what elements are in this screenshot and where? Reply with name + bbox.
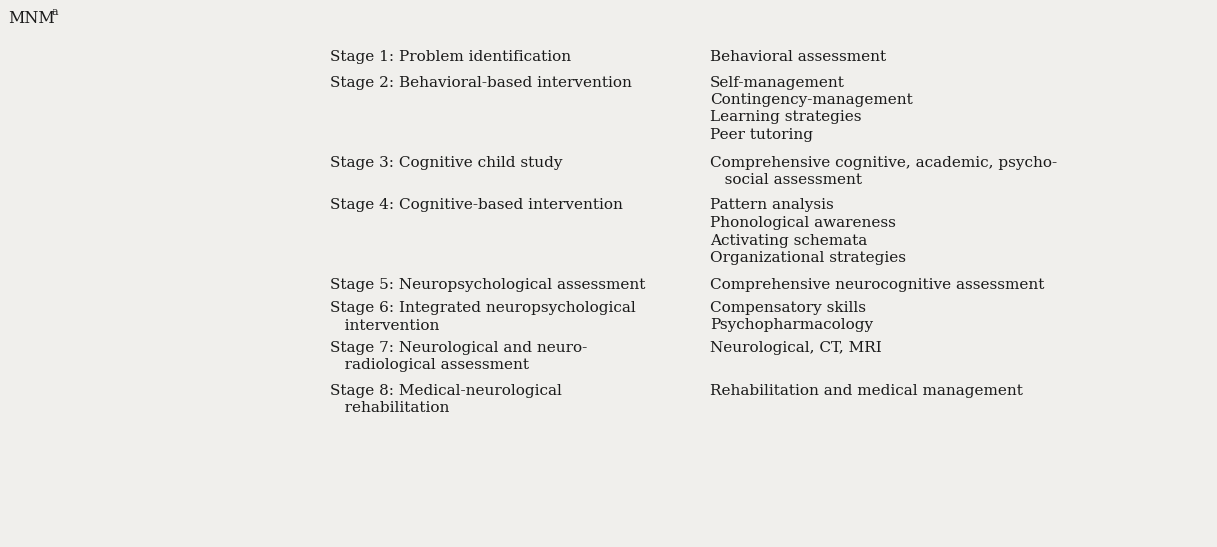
Text: Pattern analysis: Pattern analysis [710,199,834,212]
Text: Organizational strategies: Organizational strategies [710,251,905,265]
Text: intervention: intervention [330,318,439,333]
Text: social assessment: social assessment [710,173,862,187]
Text: radiological assessment: radiological assessment [330,358,529,373]
Text: Phonological awareness: Phonological awareness [710,216,896,230]
Text: Stage 3: Cognitive child study: Stage 3: Cognitive child study [330,155,562,170]
Text: Comprehensive neurocognitive assessment: Comprehensive neurocognitive assessment [710,278,1044,293]
Text: Stage 7: Neurological and neuro-: Stage 7: Neurological and neuro- [330,341,588,355]
Text: Rehabilitation and medical management: Rehabilitation and medical management [710,384,1022,398]
Text: Stage 8: Medical-neurological: Stage 8: Medical-neurological [330,384,562,398]
Text: Compensatory skills: Compensatory skills [710,301,867,315]
Text: a: a [52,7,58,17]
Text: Neurological, CT, MRI: Neurological, CT, MRI [710,341,882,355]
Text: Stage 2: Behavioral-based intervention: Stage 2: Behavioral-based intervention [330,75,632,90]
Text: rehabilitation: rehabilitation [330,401,449,416]
Text: Contingency-management: Contingency-management [710,93,913,107]
Text: Activating schemata: Activating schemata [710,234,868,247]
Text: Psychopharmacology: Psychopharmacology [710,318,873,333]
Text: MNM: MNM [9,10,55,27]
Text: Peer tutoring: Peer tutoring [710,128,813,142]
Text: Comprehensive cognitive, academic, psycho-: Comprehensive cognitive, academic, psych… [710,155,1058,170]
Text: Stage 5: Neuropsychological assessment: Stage 5: Neuropsychological assessment [330,278,645,293]
Text: Stage 6: Integrated neuropsychological: Stage 6: Integrated neuropsychological [330,301,635,315]
Text: Stage 1: Problem identification: Stage 1: Problem identification [330,50,571,64]
Text: Learning strategies: Learning strategies [710,110,862,125]
Text: Behavioral assessment: Behavioral assessment [710,50,886,64]
Text: Stage 4: Cognitive-based intervention: Stage 4: Cognitive-based intervention [330,199,623,212]
Text: Self-management: Self-management [710,75,845,90]
